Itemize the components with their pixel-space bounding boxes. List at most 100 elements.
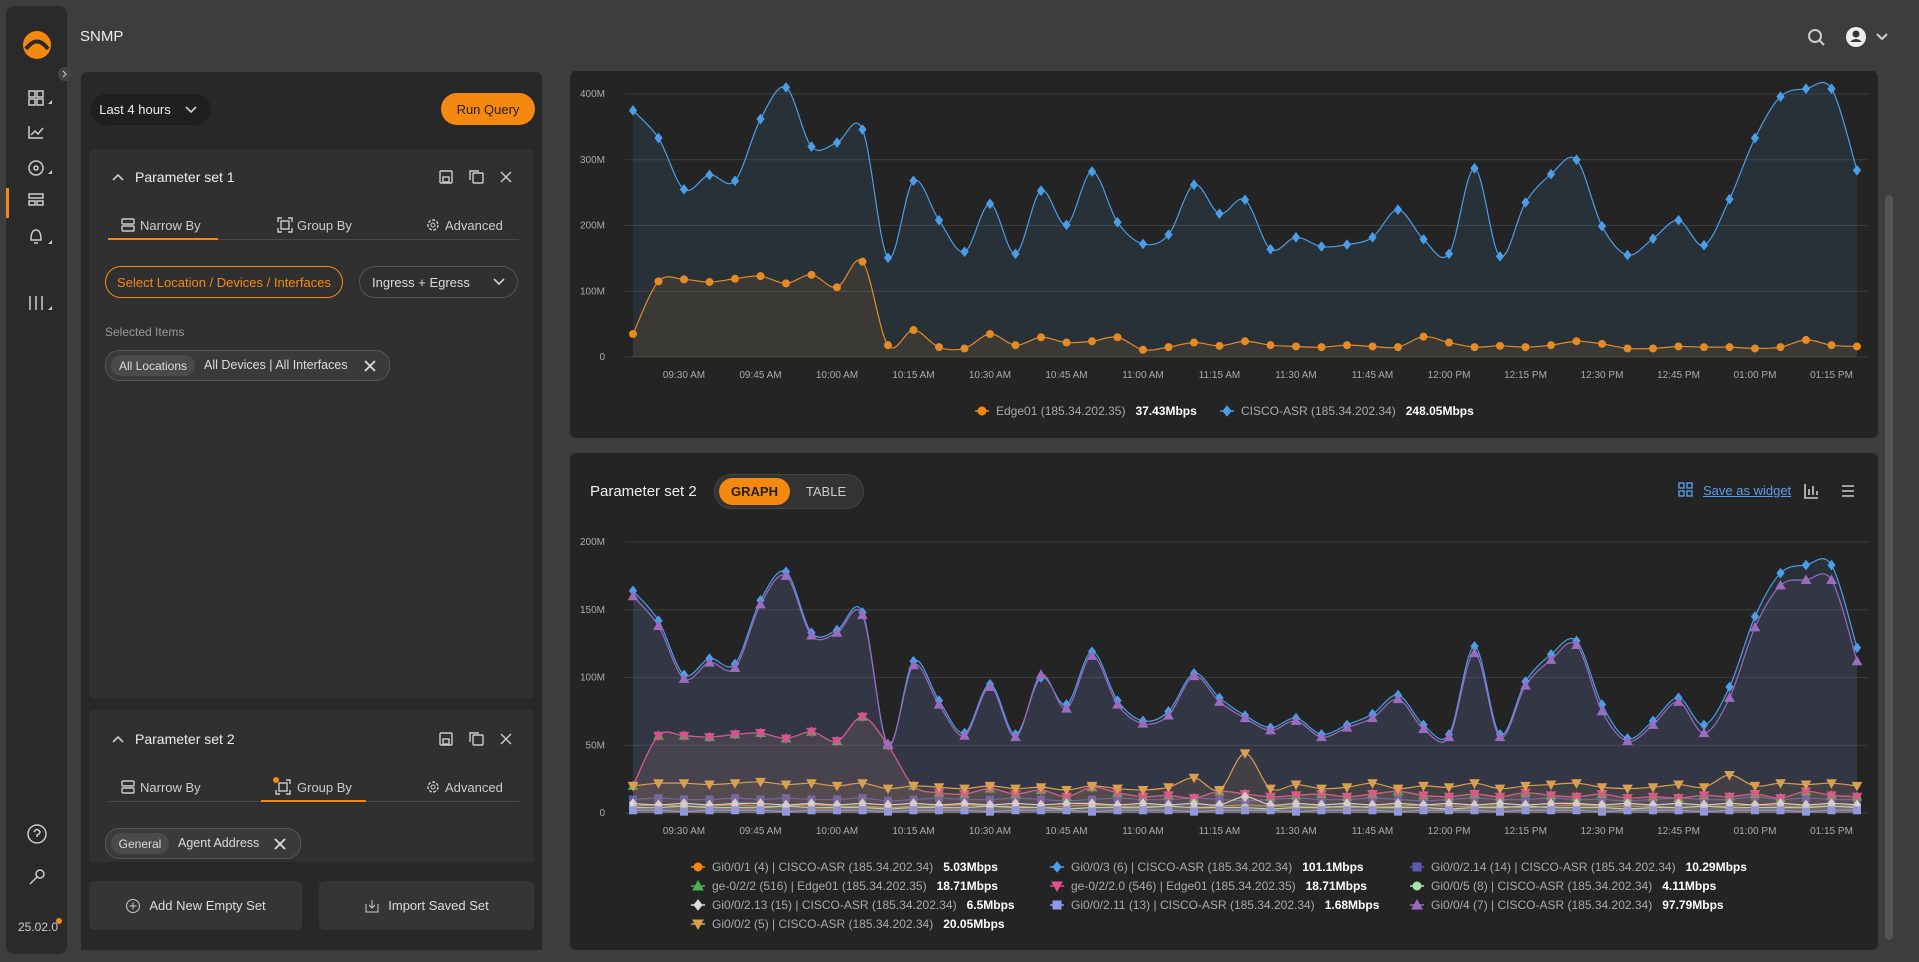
marker: [1520, 680, 1531, 690]
set-actions[interactable]: [437, 168, 521, 186]
marker: [909, 806, 918, 815]
marker: [1343, 341, 1351, 350]
marker: [1291, 232, 1301, 243]
chart-actions[interactable]: [1802, 482, 1862, 500]
marker: [1368, 342, 1377, 351]
marker: [782, 807, 790, 816]
marker: [654, 277, 663, 286]
marker: [882, 738, 894, 748]
marker: [1010, 731, 1021, 742]
tab[interactable]: Narrow By: [140, 780, 201, 795]
marker: [935, 343, 943, 352]
marker: [1061, 703, 1072, 713]
legend-text: CISCO-ASR (185.34.202.34) 248.05Mbps: [1241, 404, 1474, 418]
marker: [1751, 806, 1759, 815]
marker: [1469, 779, 1480, 789]
marker: [1137, 785, 1149, 796]
remove-chip[interactable]: [362, 358, 378, 374]
time-range[interactable]: Last 4 hours: [91, 94, 211, 125]
marker: [678, 673, 690, 683]
x-tick-label: 11:45 AM: [1352, 826, 1394, 837]
marker: [1827, 341, 1836, 350]
set-title: Parameter set 1: [135, 169, 235, 185]
marker: [1086, 781, 1098, 792]
marker: [933, 699, 945, 709]
tab[interactable]: Advanced: [445, 780, 503, 795]
legend-value: 4.11Mbps: [1662, 879, 1716, 893]
y-tick-label: 200M: [580, 537, 605, 548]
marker: [1495, 251, 1505, 262]
marker: [1394, 343, 1402, 352]
marker: [1011, 248, 1020, 260]
top-actions[interactable]: [1805, 26, 1895, 48]
marker: [1698, 783, 1710, 793]
marker: [1470, 806, 1479, 815]
x-tick-label: 01:00 PM: [1734, 370, 1777, 381]
marker: [1266, 341, 1275, 350]
collapse[interactable]: [110, 732, 126, 746]
location-selector[interactable]: Select Location / Devices / Interfaces: [105, 266, 343, 298]
markers: [629, 806, 1861, 816]
view-graph[interactable]: GRAPH: [719, 478, 790, 505]
tab[interactable]: Narrow By: [140, 218, 201, 233]
marker: [909, 175, 918, 187]
marker: [1368, 806, 1377, 815]
marker: [781, 82, 791, 93]
marker: [1851, 792, 1863, 803]
marker: [1521, 343, 1530, 352]
marker: [1598, 807, 1606, 816]
marker: [1750, 611, 1760, 622]
nav-icons[interactable]: [26, 88, 58, 328]
marker: [806, 727, 817, 738]
tab[interactable]: Group By: [297, 218, 352, 233]
marker: [1698, 727, 1710, 738]
collapse[interactable]: [110, 170, 126, 184]
marker: [934, 214, 944, 226]
marker: [1647, 719, 1659, 729]
marker: [627, 590, 639, 601]
marker: [1749, 781, 1761, 792]
marker: [1827, 559, 1836, 571]
marker: [882, 784, 894, 795]
marker: [1011, 341, 1020, 350]
tab[interactable]: Advanced: [445, 218, 503, 233]
run-query[interactable]: Run Query: [441, 93, 535, 125]
view-table[interactable]: TABLE: [805, 484, 847, 499]
marker: [1214, 785, 1225, 796]
marker: [977, 406, 987, 416]
x-tick-label: 10:00 AM: [816, 370, 858, 381]
marker: [1163, 783, 1174, 793]
marker: [1215, 806, 1224, 815]
marker: [1674, 806, 1683, 815]
marker: [1139, 345, 1147, 354]
marker: [1052, 861, 1062, 873]
marker: [1367, 712, 1378, 723]
marker: [1113, 806, 1122, 815]
marker: [1341, 783, 1353, 793]
help-icons[interactable]: [26, 822, 50, 892]
save-widget[interactable]: Save as widget: [1703, 483, 1792, 498]
marker: [1164, 343, 1173, 352]
legend-item: CISCO-ASR (185.34.202.34) 248.05Mbps: [1220, 404, 1474, 418]
marker: [680, 807, 688, 816]
expand-button[interactable]: [58, 67, 72, 81]
marker: [1520, 781, 1531, 792]
remove-chip[interactable]: [272, 836, 288, 852]
tab[interactable]: Group By: [297, 780, 352, 795]
marker: [1802, 335, 1810, 344]
set-actions[interactable]: [437, 730, 521, 748]
tab-rule: [108, 239, 519, 240]
scrollbar[interactable]: [1885, 195, 1893, 940]
x-tick-label: 09:45 AM: [739, 826, 781, 837]
x-tick-label: 09:45 AM: [739, 370, 781, 381]
direction-select[interactable]: Ingress + Egress: [359, 266, 518, 298]
icon: [365, 899, 379, 912]
marker: [1240, 791, 1250, 803]
import-set[interactable]: Import Saved Set: [319, 881, 534, 930]
add-set[interactable]: Add New Empty Set: [89, 881, 302, 930]
marker: [1113, 216, 1122, 228]
marker: [1266, 806, 1275, 815]
marker: [1521, 806, 1530, 815]
legend-name: Gi0/0/2.11 (13) | CISCO-ASR (185.34.202.…: [1071, 898, 1315, 912]
